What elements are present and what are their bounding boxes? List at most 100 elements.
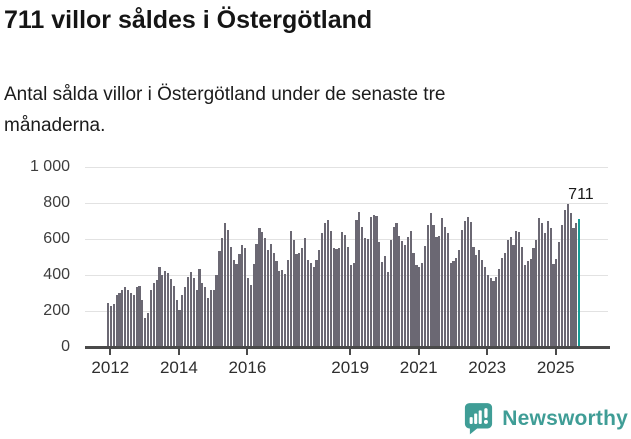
bar xyxy=(575,222,578,347)
bar xyxy=(269,243,272,347)
gridline xyxy=(85,166,608,168)
bar xyxy=(463,220,467,347)
bar xyxy=(483,267,487,347)
bar xyxy=(452,260,455,347)
gridline xyxy=(85,202,608,204)
bar xyxy=(295,253,298,347)
chart-subtitle: Antal sålda villor i Östergötland under … xyxy=(4,84,446,136)
bar xyxy=(335,249,338,347)
bar xyxy=(446,233,449,347)
bar xyxy=(363,238,367,347)
x-tick xyxy=(109,349,112,355)
x-tick-label: 2023 xyxy=(468,358,507,377)
bar xyxy=(520,246,524,347)
bar xyxy=(443,226,447,347)
y-tick-label: 0 xyxy=(61,338,70,355)
x-tick-label: 2025 xyxy=(536,358,575,377)
bar xyxy=(244,248,247,347)
bar xyxy=(426,224,429,347)
bar xyxy=(500,258,504,347)
bar xyxy=(129,293,133,347)
bar xyxy=(469,221,472,347)
bar xyxy=(212,289,215,347)
bar xyxy=(378,241,381,347)
x-tick xyxy=(246,349,249,355)
bar xyxy=(132,294,135,347)
bar xyxy=(206,298,210,347)
bar xyxy=(506,240,509,347)
bar xyxy=(361,226,364,347)
bar xyxy=(489,278,492,347)
bar xyxy=(369,216,372,347)
bar xyxy=(560,224,564,347)
bar xyxy=(481,260,484,347)
bar xyxy=(438,235,441,347)
bar xyxy=(466,217,469,347)
bar xyxy=(415,264,418,347)
x-tick-label: 2021 xyxy=(399,358,438,377)
bar xyxy=(189,271,192,347)
bar xyxy=(529,259,532,347)
bar xyxy=(172,285,175,347)
bar xyxy=(392,226,395,347)
bar xyxy=(538,218,541,347)
x-tick-label: 2019 xyxy=(331,358,370,377)
bar xyxy=(381,261,384,347)
bar xyxy=(278,271,281,347)
x-tick xyxy=(417,349,420,355)
bar xyxy=(512,244,515,347)
bar xyxy=(186,276,190,347)
bar xyxy=(346,246,349,347)
bar xyxy=(486,275,489,347)
bar xyxy=(246,278,250,347)
plot-area xyxy=(85,166,608,347)
bar xyxy=(112,304,115,347)
x-tick-label: 2012 xyxy=(91,358,130,377)
bar xyxy=(515,230,518,347)
bar xyxy=(181,294,184,347)
bar xyxy=(338,248,341,347)
bar xyxy=(329,230,332,347)
bar xyxy=(284,273,287,347)
bar xyxy=(298,252,301,347)
bar xyxy=(355,219,358,347)
bar xyxy=(107,303,110,347)
bar xyxy=(326,219,330,347)
gridline xyxy=(85,274,608,276)
bar xyxy=(475,255,478,347)
bar xyxy=(423,246,427,347)
bar xyxy=(441,218,444,347)
bar xyxy=(149,289,152,347)
bar xyxy=(532,248,535,347)
bar xyxy=(121,289,124,347)
bar xyxy=(218,251,221,347)
bar xyxy=(221,238,224,347)
bar xyxy=(306,260,310,347)
bar xyxy=(569,213,572,347)
bar xyxy=(175,300,178,347)
bar xyxy=(558,242,561,347)
bar xyxy=(461,230,464,347)
bar xyxy=(526,260,529,347)
bar xyxy=(192,278,195,347)
brand-footer: Newsworthy xyxy=(464,402,628,435)
bar xyxy=(261,231,264,347)
bar xyxy=(241,244,244,347)
bar xyxy=(543,232,546,347)
bar xyxy=(195,289,198,347)
bar xyxy=(403,244,407,347)
bar xyxy=(146,313,150,347)
x-tick xyxy=(177,349,180,355)
page-title: 711 villor såldes i Östergötland xyxy=(4,6,373,34)
bar xyxy=(258,228,261,347)
bar xyxy=(164,270,167,347)
y-tick-label: 600 xyxy=(43,230,70,247)
bar xyxy=(509,237,512,347)
x-tick xyxy=(486,349,489,355)
bar xyxy=(289,230,292,347)
bar xyxy=(124,287,127,347)
bar xyxy=(204,287,207,347)
bar xyxy=(518,231,521,347)
bar xyxy=(135,287,138,347)
bar xyxy=(383,255,387,347)
